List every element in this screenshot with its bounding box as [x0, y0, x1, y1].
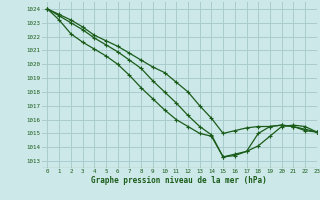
X-axis label: Graphe pression niveau de la mer (hPa): Graphe pression niveau de la mer (hPa): [91, 176, 267, 185]
